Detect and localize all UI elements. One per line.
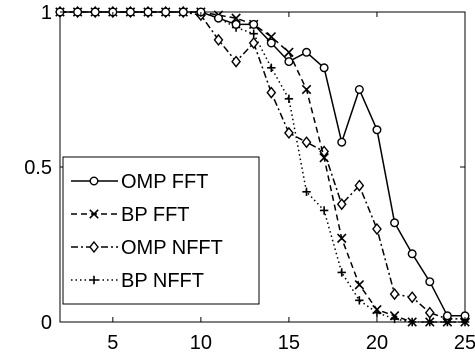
x-tick-label: 15 [278, 332, 300, 354]
data-point-omp-fft [407, 249, 417, 259]
x-tick-label: 25 [454, 332, 475, 354]
data-point-omp-nfft [266, 86, 277, 99]
data-point-bp-nfft [319, 206, 329, 215]
data-point-omp-fft [266, 38, 276, 48]
data-point-bp-nfft [337, 268, 346, 277]
data-point-omp-fft [249, 19, 259, 29]
legend-marker-omp-fft [89, 176, 99, 186]
x-tick-label: 20 [366, 332, 388, 354]
data-point-bp-nfft [302, 187, 311, 196]
data-point-bp-fft [336, 233, 347, 244]
data-point-omp-nfft [354, 179, 365, 192]
data-point-omp-fft [354, 84, 364, 94]
data-point-omp-fft [372, 125, 382, 135]
data-point-omp-fft [143, 7, 153, 17]
data-point-omp-fft [90, 7, 100, 17]
data-point-omp-fft [390, 218, 400, 228]
legend-label-omp-fft: OMP FFT [121, 171, 208, 193]
data-point-omp-fft [161, 7, 171, 17]
x-tick-label: 5 [107, 332, 118, 354]
data-point-bp-nfft [284, 94, 294, 103]
data-point-bp-fft [301, 84, 312, 95]
series-line-bp-nfft [60, 11, 465, 323]
legend-label-bp-fft: BP FFT [121, 204, 190, 226]
data-point-omp-nfft [231, 55, 241, 68]
data-point-omp-fft [73, 7, 83, 17]
data-point-omp-nfft [407, 291, 418, 304]
data-point-bp-fft [425, 317, 435, 327]
data-point-bp-fft [284, 47, 294, 58]
data-point-omp-fft [425, 277, 435, 287]
data-point-omp-nfft [213, 33, 224, 47]
legend: OMP FFT BP FFT OMP NFFT BP NFFT [62, 156, 260, 305]
data-point-omp-fft [231, 19, 241, 29]
data-point-omp-fft [442, 311, 452, 321]
legend-item-omp-fft: OMP FFT [71, 171, 208, 193]
data-point-omp-nfft [372, 222, 382, 236]
legend-marker-bp-fft [89, 209, 99, 219]
data-point-bp-fft [407, 317, 417, 327]
data-point-omp-fft [125, 7, 135, 17]
x-tick-label: 10 [190, 332, 212, 354]
y-tick-label: 0 [41, 312, 52, 334]
data-point-omp-nfft [336, 198, 347, 211]
data-point-omp-fft [178, 7, 188, 17]
legend-marker-omp-nfft [89, 240, 99, 254]
data-point-omp-nfft [284, 126, 294, 140]
legend-item-bp-nfft: BP NFFT [71, 270, 204, 292]
data-point-omp-nfft [389, 287, 400, 301]
data-point-bp-fft [372, 304, 382, 315]
y-tick-label: 0.5 [24, 157, 52, 179]
data-point-bp-fft [319, 152, 329, 163]
legend-label-omp-nfft: OMP NFFT [121, 237, 223, 259]
data-point-omp-nfft [248, 36, 259, 50]
legend-item-bp-fft: BP FFT [71, 204, 190, 226]
data-point-omp-nfft [301, 136, 312, 149]
data-point-bp-nfft [249, 29, 258, 38]
data-point-bp-fft [389, 311, 400, 321]
data-point-bp-fft [354, 280, 365, 290]
data-point-omp-fft [302, 47, 312, 57]
y-tick-label: 1 [41, 2, 52, 24]
data-point-bp-nfft [355, 296, 364, 305]
legend-item-omp-nfft: OMP NFFT [71, 237, 223, 259]
data-point-omp-fft [284, 57, 294, 67]
legend-marker-bp-nfft [89, 275, 99, 285]
data-point-omp-fft [213, 13, 223, 23]
data-point-omp-fft [319, 63, 329, 73]
data-point-omp-nfft [424, 306, 435, 319]
legend-label-bp-nfft: BP NFFT [121, 270, 204, 292]
data-point-bp-nfft [267, 63, 276, 72]
data-point-omp-fft [337, 137, 347, 147]
